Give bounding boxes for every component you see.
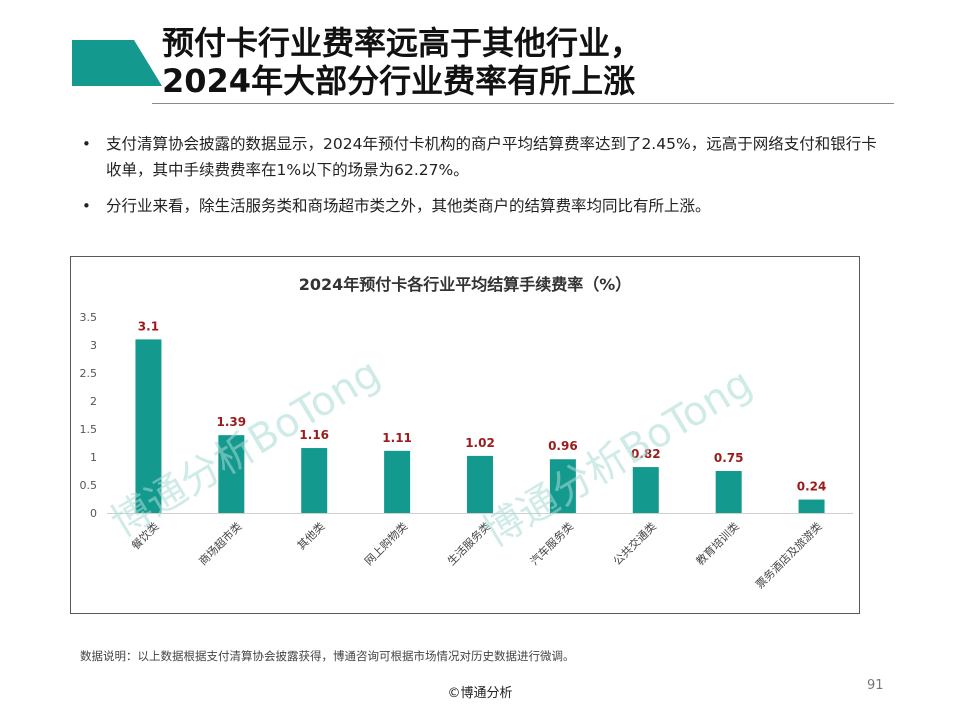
data-label: 1.02 [465,436,495,450]
page-number: 91 [867,678,884,693]
data-label: 1.11 [382,431,412,445]
x-tick-label: 汽车服务类 [527,519,576,568]
footer-credit: ©博通分析 [447,686,513,701]
bar [301,448,328,513]
data-label: 0.75 [714,451,744,465]
bar [467,455,493,513]
bar-chart: 2024年预付卡各行业平均结算手续费率（%） 0 0.5 1 1.5 2 2.5 3 3.5 3.… [80,275,853,591]
y-tick-label: 3.5 [80,311,98,324]
chart-container: 2024年预付卡各行业平均结算手续费率（%） 0 0.5 1 1.5 2 2.5 3 3.5 3.… [70,256,860,614]
y-tick-label: 1.5 [80,423,98,436]
bullet-item: 分行业来看，除生活服务类和商场超市类之外，其他类商户的结算费率均同比有所上涨。 [80,193,892,219]
x-tick-label: 教育培训类 [693,519,742,568]
bar [549,459,576,513]
title-accent-shape [72,40,162,86]
y-tick-label: 3 [90,339,97,352]
bar [218,435,245,513]
bullet-item: 支付清算协会披露的数据显示，2024年预付卡机构的商户平均结算费率达到了2.45… [80,131,892,183]
data-note: 数据说明：以上数据根据支付清算协会披露获得，博通咨询可根据市场情况对历史数据进行… [80,649,575,663]
data-label: 0.24 [797,480,827,494]
data-label: 3.1 [138,319,159,333]
bar [715,471,742,513]
y-tick-label: 0.5 [80,479,98,492]
data-label: 1.39 [217,415,247,429]
data-label: 1.16 [299,428,329,442]
x-tick-label: 其他类 [294,519,327,552]
x-tick-label: 网上购物类 [361,519,410,568]
title-divider [152,103,894,104]
y-tick-label: 0 [90,507,97,520]
y-tick-label: 2 [90,395,97,408]
y-tick-label: 2.5 [80,367,98,380]
bar [632,467,659,513]
bar [384,450,411,513]
x-tick-label: 票务酒店及旅游类 [753,519,825,591]
x-tick-label: 商场超市类 [196,519,245,568]
x-tick-label: 生活服务类 [444,519,493,568]
x-tick-label: 餐饮类 [128,519,161,552]
x-tick-label: 公共交通类 [610,519,659,568]
data-label: 0.82 [631,447,661,461]
data-label: 0.96 [548,439,578,453]
chart-title: 2024年预付卡各行业平均结算手续费率（%） [299,275,632,294]
bullet-list: 支付清算协会披露的数据显示，2024年预付卡机构的商户平均结算费率达到了2.45… [80,131,892,229]
bar [798,499,825,513]
page-title: 预付卡行业费率远高于其他行业， 2024年大部分行业费率有所上涨 [162,24,642,100]
page-title-line-2: 2024年大部分行业费率有所上涨 [162,62,636,100]
bar [135,339,162,513]
y-tick-label: 1 [90,451,97,464]
page-title-line-1: 预付卡行业费率远高于其他行业， [162,24,643,62]
